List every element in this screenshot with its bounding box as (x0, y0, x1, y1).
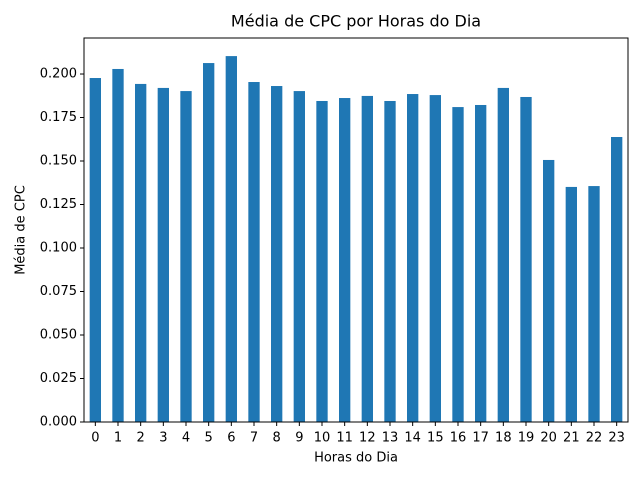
bar (497, 87, 509, 422)
bar (339, 98, 351, 422)
bar (407, 94, 419, 422)
y-axis-label: Média de CPC (14, 185, 29, 275)
x-tick-label: 2 (137, 431, 145, 446)
bar (293, 91, 305, 423)
x-axis-label: Horas do Dia (314, 451, 398, 466)
plot-frame (83, 37, 629, 423)
x-tick-label: 10 (314, 431, 331, 446)
bar (475, 104, 487, 422)
x-tick-label: 16 (450, 431, 467, 446)
bar (520, 96, 532, 422)
y-tick-label: 0.125 (40, 197, 77, 212)
bar (112, 68, 124, 422)
chart-title: Média de CPC por Horas do Dia (231, 12, 481, 31)
bar (452, 107, 464, 422)
y-tick-label: 0.150 (40, 154, 77, 169)
bar (361, 95, 373, 423)
x-tick-label: 20 (540, 431, 557, 446)
bar (384, 100, 396, 422)
bar (543, 159, 555, 423)
bar (316, 100, 328, 422)
y-tick-label: 0.175 (40, 110, 77, 125)
y-tick-label: 0.050 (40, 328, 77, 343)
y-tick-label: 0.075 (40, 284, 77, 299)
x-tick-label: 14 (404, 431, 421, 446)
y-tick-label: 0.000 (40, 415, 77, 430)
bar (611, 137, 623, 423)
y-tick-label: 0.025 (40, 371, 77, 386)
x-tick-label: 17 (472, 431, 489, 446)
bar (203, 63, 215, 423)
x-tick-label: 0 (91, 431, 99, 446)
x-tick-label: 1 (114, 431, 122, 446)
x-tick-label: 3 (159, 431, 167, 446)
bar (429, 95, 441, 422)
x-tick-label: 23 (608, 431, 625, 446)
bar (588, 186, 600, 422)
x-tick-label: 9 (295, 431, 303, 446)
bar (565, 186, 577, 422)
x-tick-label: 19 (518, 431, 535, 446)
x-tick-label: 11 (336, 431, 353, 446)
bar (135, 83, 147, 423)
x-tick-label: 15 (427, 431, 444, 446)
x-tick-label: 7 (250, 431, 258, 446)
x-tick-label: 13 (382, 431, 399, 446)
x-tick-label: 4 (182, 431, 190, 446)
x-tick-label: 18 (495, 431, 512, 446)
bar (157, 87, 169, 422)
x-tick-label: 12 (359, 431, 376, 446)
x-tick-label: 22 (586, 431, 603, 446)
y-tick-label: 0.100 (40, 241, 77, 256)
x-tick-label: 8 (273, 431, 281, 446)
y-tick-label: 0.200 (40, 67, 77, 82)
x-tick-label: 21 (563, 431, 580, 446)
bar (89, 78, 101, 422)
bar (271, 86, 283, 422)
bar (225, 56, 237, 422)
x-tick-label: 6 (227, 431, 235, 446)
bar (248, 82, 260, 423)
x-tick-label: 5 (205, 431, 213, 446)
bar (180, 91, 192, 423)
